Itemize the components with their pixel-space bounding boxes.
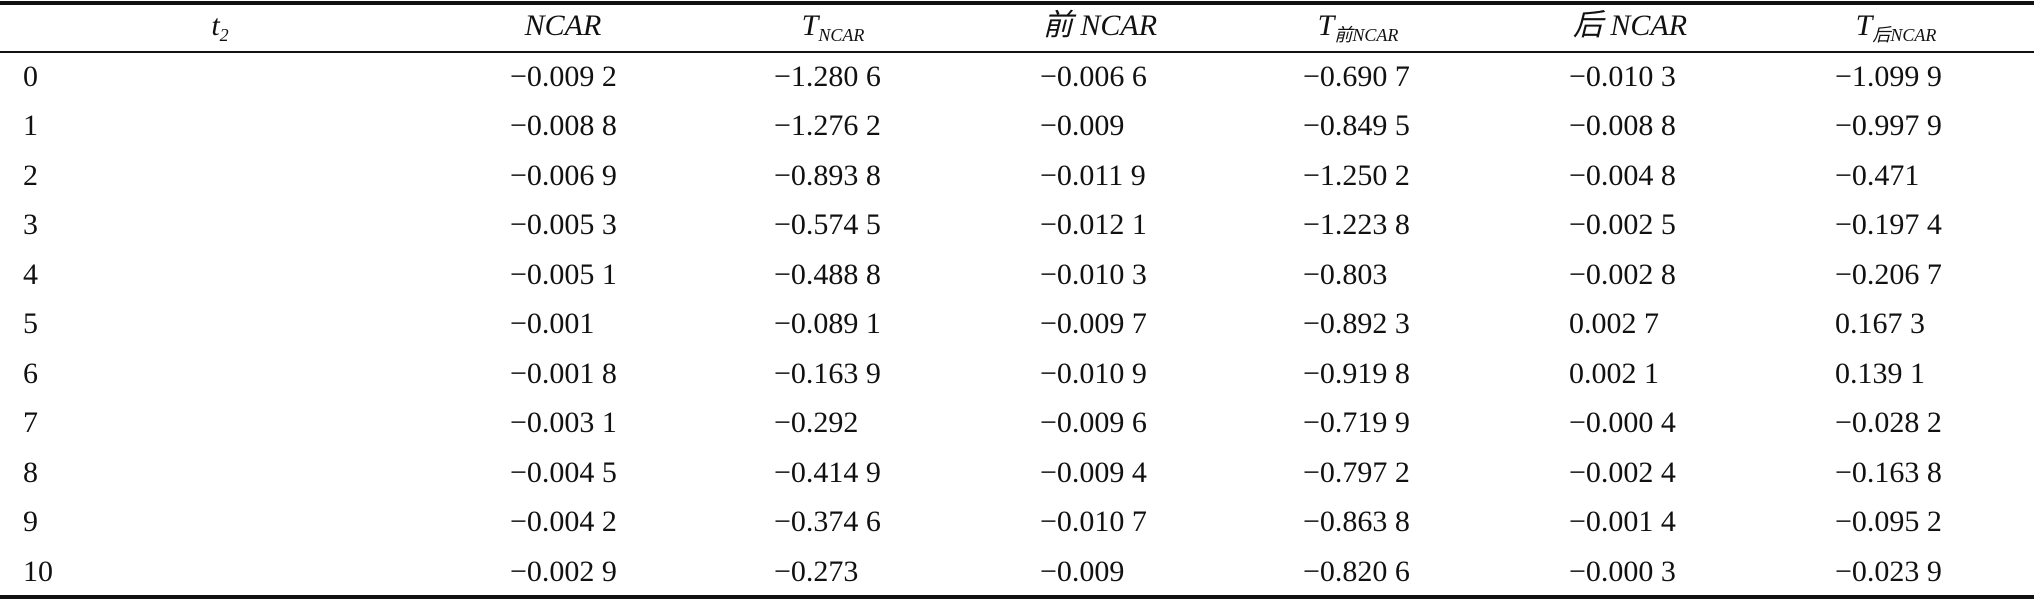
row-label: 0 (23, 59, 38, 93)
header-cell: t2 (211, 8, 228, 53)
table-cell: −0.997 9 (1835, 109, 1942, 143)
row-label: 1 (23, 109, 38, 143)
table-cell: −0.488 8 (774, 257, 881, 291)
table-cell: −1.276 2 (774, 109, 881, 143)
header-text: T (1317, 9, 1335, 42)
bottom-rule (0, 595, 2034, 599)
row-label: 9 (23, 505, 38, 539)
table-cell: −0.163 8 (1835, 455, 1942, 489)
header-cell: T后NCAR (1856, 8, 1937, 53)
table-cell: −0.919 8 (1303, 356, 1410, 390)
table-cell: −0.893 8 (774, 158, 881, 192)
table-cell: −0.010 3 (1569, 59, 1676, 93)
table-cell: −0.028 2 (1835, 406, 1942, 440)
table-cell: −0.089 1 (774, 307, 881, 341)
table-cell: −0.414 9 (774, 455, 881, 489)
header-cell: 前 NCAR (1043, 8, 1157, 44)
header-cell: TNCAR (802, 8, 865, 53)
table-cell: −0.009 7 (1040, 307, 1147, 341)
table-cell: −0.292 (774, 406, 859, 440)
table-cell: −0.001 (510, 307, 595, 341)
table-cell: −0.000 3 (1569, 555, 1676, 588)
header-text: t (211, 9, 220, 42)
table-cell: −0.008 8 (1569, 109, 1676, 143)
row-label: 7 (23, 406, 38, 440)
table-cell: −0.374 6 (774, 505, 881, 539)
table-cell: −0.863 8 (1303, 505, 1410, 539)
table-cell: −0.003 1 (510, 406, 617, 440)
table-cell: −0.009 4 (1040, 455, 1147, 489)
table-cell: 0.002 7 (1569, 307, 1659, 341)
table-cell: −1.280 6 (774, 59, 881, 93)
table-cell: −0.820 6 (1303, 555, 1410, 588)
table-cell: −0.574 5 (774, 208, 881, 242)
table-cell: −0.006 6 (1040, 59, 1147, 93)
table-cell: 0.167 3 (1835, 307, 1925, 341)
table-cell: −0.009 6 (1040, 406, 1147, 440)
table-cell: −0.008 8 (510, 109, 617, 143)
table-cell: −0.206 7 (1835, 257, 1942, 291)
row-label: 4 (23, 257, 38, 291)
header-cell: 后 NCAR (1573, 8, 1687, 44)
header-text: 前 NCAR (1042, 9, 1158, 42)
table-cell: −0.095 2 (1835, 505, 1942, 539)
table-cell: −0.012 1 (1040, 208, 1147, 242)
row-label: 6 (23, 356, 38, 390)
table-cell: −0.005 1 (510, 257, 617, 291)
table-cell: −0.163 9 (774, 356, 881, 390)
table-cell: −1.099 9 (1835, 59, 1942, 93)
table-cell: −0.001 8 (510, 356, 617, 390)
table-cell: −0.797 2 (1303, 455, 1410, 489)
top-rule (0, 1, 2034, 5)
table-cell: −0.273 (774, 555, 859, 588)
table-cell: −0.000 4 (1569, 406, 1676, 440)
row-label: 3 (23, 208, 38, 242)
row-label: 5 (23, 307, 38, 341)
table-cell: −0.002 4 (1569, 455, 1676, 489)
table-cell: −0.004 5 (510, 455, 617, 489)
table-cell: −0.002 5 (1569, 208, 1676, 242)
table-cell: −0.690 7 (1303, 59, 1410, 93)
row-label: 10 (23, 555, 53, 588)
table-cell: −0.009 (1040, 109, 1125, 143)
header-subscript: 2 (219, 25, 229, 45)
table-cell: −0.892 3 (1303, 307, 1410, 341)
table-cell: −0.009 (1040, 555, 1125, 588)
table-cell: −0.010 9 (1040, 356, 1147, 390)
row-label: 8 (23, 455, 38, 489)
table-cell: −0.004 2 (510, 505, 617, 539)
table-cell: −0.010 7 (1040, 505, 1147, 539)
header-cell: T前NCAR (1318, 8, 1399, 53)
header-subscript: 后NCAR (1872, 25, 1937, 45)
table-cell: −0.023 9 (1835, 555, 1942, 588)
table-cell: 0.139 1 (1835, 356, 1925, 390)
header-cell: NCAR (525, 8, 602, 44)
table-cell: −0.002 9 (510, 555, 617, 588)
header-subscript: 前NCAR (1334, 25, 1399, 45)
table-cell: −0.011 9 (1040, 158, 1146, 192)
table-cell: −0.719 9 (1303, 406, 1410, 440)
table-cell: −1.250 2 (1303, 158, 1410, 192)
header-text: 后 NCAR (1572, 9, 1688, 42)
table-cell: −0.006 9 (510, 158, 617, 192)
header-text: T (1855, 9, 1873, 42)
header-text: T (801, 9, 819, 42)
header-rule (0, 51, 2034, 53)
table-cell: −0.002 8 (1569, 257, 1676, 291)
table-cell: −0.001 4 (1569, 505, 1676, 539)
table-cell: −0.197 4 (1835, 208, 1942, 242)
table-cell: −1.223 8 (1303, 208, 1410, 242)
table-cell: −0.004 8 (1569, 158, 1676, 192)
table-cell: −0.010 3 (1040, 257, 1147, 291)
row-label: 2 (23, 158, 38, 192)
table-cell: −0.009 2 (510, 59, 617, 93)
table-cell: −0.803 (1303, 257, 1388, 291)
table-cell: −0.849 5 (1303, 109, 1410, 143)
table-cell: 0.002 1 (1569, 356, 1659, 390)
table-cell: −0.471 (1835, 158, 1920, 192)
header-subscript: NCAR (818, 25, 865, 45)
header-text: NCAR (524, 9, 602, 42)
table-cell: −0.005 3 (510, 208, 617, 242)
